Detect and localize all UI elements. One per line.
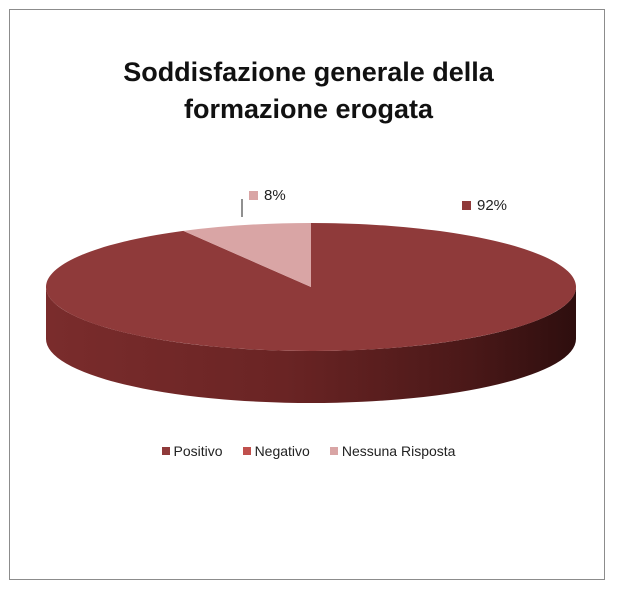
legend-item-nessuna-risposta: Nessuna Risposta <box>329 443 456 459</box>
pie-slice-nessuna-risposta <box>183 223 311 287</box>
pie-slice-positivo <box>45 223 576 352</box>
data-label-nessuna-risposta: 8% <box>249 187 286 204</box>
legend-label: Positivo <box>173 443 223 459</box>
legend-item-positivo: Positivo <box>161 443 223 459</box>
legend-swatch <box>242 447 251 455</box>
legend-swatch <box>329 447 338 455</box>
legend: Positivo Negativo Nessuna Risposta <box>0 443 617 459</box>
legend-item-negativo: Negativo <box>242 443 310 459</box>
chart-title-line-2: formazione erogata <box>183 94 434 124</box>
legend-swatch <box>161 447 170 455</box>
svg-text:92%: 92% <box>477 197 507 214</box>
pie-side <box>46 287 576 403</box>
chart-title-line-1: Soddisfazione generale della <box>123 57 494 87</box>
svg-text:8%: 8% <box>264 187 286 204</box>
legend-label: Negativo <box>254 443 310 459</box>
data-label-positivo: 92% <box>462 197 507 214</box>
chart-title: Soddisfazione generale della formazione … <box>0 54 617 128</box>
legend-label: Nessuna Risposta <box>341 443 456 459</box>
